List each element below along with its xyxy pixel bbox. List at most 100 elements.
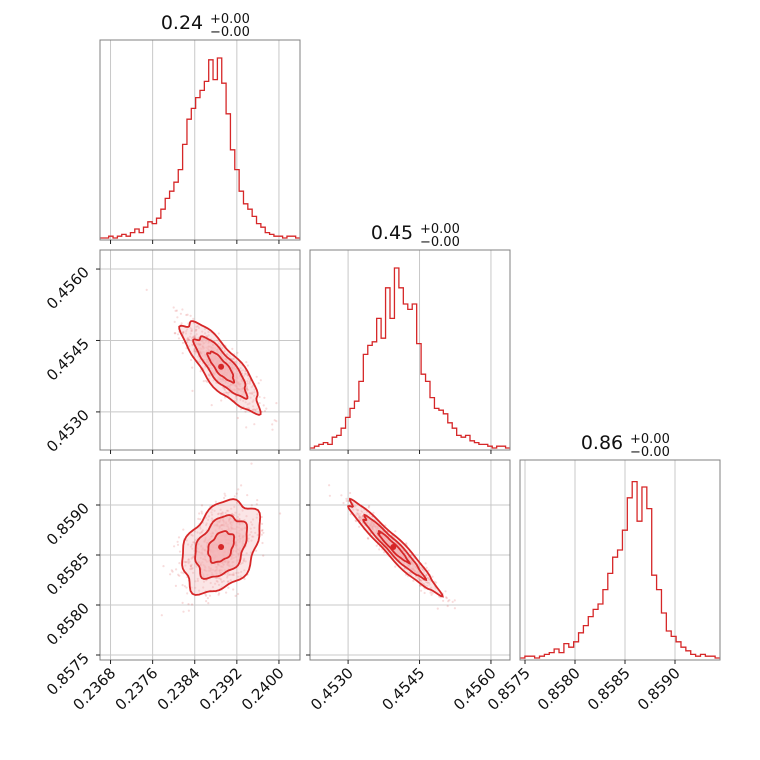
density-peak [390,544,397,550]
sample-point [191,556,194,559]
sample-point [262,404,265,407]
sample-point [233,505,236,508]
frame-1-0 [99,249,301,451]
sample-point [417,576,420,579]
sample-point [206,597,209,600]
hist-panel-0: 0.24 +0.00−0.00 [99,12,301,244]
sample-point [426,584,429,587]
sample-point [203,328,207,331]
sample-point [185,313,188,317]
sample-point [238,362,241,365]
histogram-1 [310,267,510,449]
sample-point [253,388,256,391]
sample-point [233,495,236,498]
sample-point [256,407,259,410]
sample-point [236,416,239,420]
sample-point [189,567,192,571]
sample-point [192,336,195,339]
sample-point [206,380,209,383]
sample-point [215,579,218,583]
sample-point [192,335,196,338]
sample-point [187,558,190,561]
sample-point [227,509,230,512]
sample-point [419,584,422,587]
sample-point [230,507,233,510]
sample-point [205,335,208,338]
sample-point [238,517,241,521]
sample-point [220,399,223,402]
sample-point [227,580,230,583]
sample-point [247,406,250,410]
sample-point [354,519,357,522]
sample-point [205,579,208,582]
sample-point [349,491,352,495]
sample-point [245,387,248,390]
sample-point [427,569,430,572]
sample-point [217,342,220,345]
sample-point [226,574,229,577]
sample-point [194,539,197,542]
sample-point [182,572,185,575]
sample-point [236,351,239,354]
sample-point [424,581,427,584]
sample-point [240,484,243,487]
sample-point [372,511,375,514]
sample-point [430,586,433,589]
sample-point [258,402,261,405]
sample-point [185,539,188,542]
sample-point [175,309,178,312]
sample-point [190,533,193,536]
sample-point [408,571,411,575]
sample-point [251,400,254,403]
sample-point [208,374,211,377]
sample-point [176,540,179,543]
sample-point [431,575,434,578]
sample-point [193,530,197,533]
sample-point [184,332,187,335]
sample-point [187,338,191,341]
sample-point [198,589,201,592]
sample-point [361,514,364,518]
sample-point [271,423,274,426]
sample-point [201,330,204,333]
sample-point [217,512,220,515]
sample-point [345,499,348,502]
sample-point [191,547,194,550]
sample-point [248,392,251,395]
sample-point [328,484,331,487]
sample-point [177,573,180,576]
sample-point [234,511,237,514]
sample-point [260,533,263,536]
sample-point [245,426,248,429]
sample-point [425,573,428,576]
sample-point [219,344,222,347]
sample-point [191,366,194,369]
sample-point [423,570,426,573]
sample-point [188,338,191,341]
sample-point [211,586,214,589]
sample-point [205,594,208,597]
sample-point [418,578,421,581]
sample-point [225,509,229,512]
sample-point [237,592,240,596]
sample-point [211,513,214,516]
sample-point [241,369,245,372]
sample-point [174,332,177,335]
sample-point [340,494,343,497]
sample-point [186,328,189,331]
sample-point [200,510,203,513]
sample-point [359,517,362,520]
sample-point [186,338,189,341]
sample-point [419,579,423,582]
y-tick-label-2: 0.4560 [43,263,93,313]
sample-point [255,375,258,378]
sample-point [230,512,234,516]
sample-point [193,349,196,352]
sample-point [243,557,246,561]
sample-point [252,399,255,402]
sample-point [186,592,189,595]
sample-point [225,391,228,394]
sample-point [234,361,237,364]
sample-point [223,387,226,390]
sample-point [442,599,445,602]
